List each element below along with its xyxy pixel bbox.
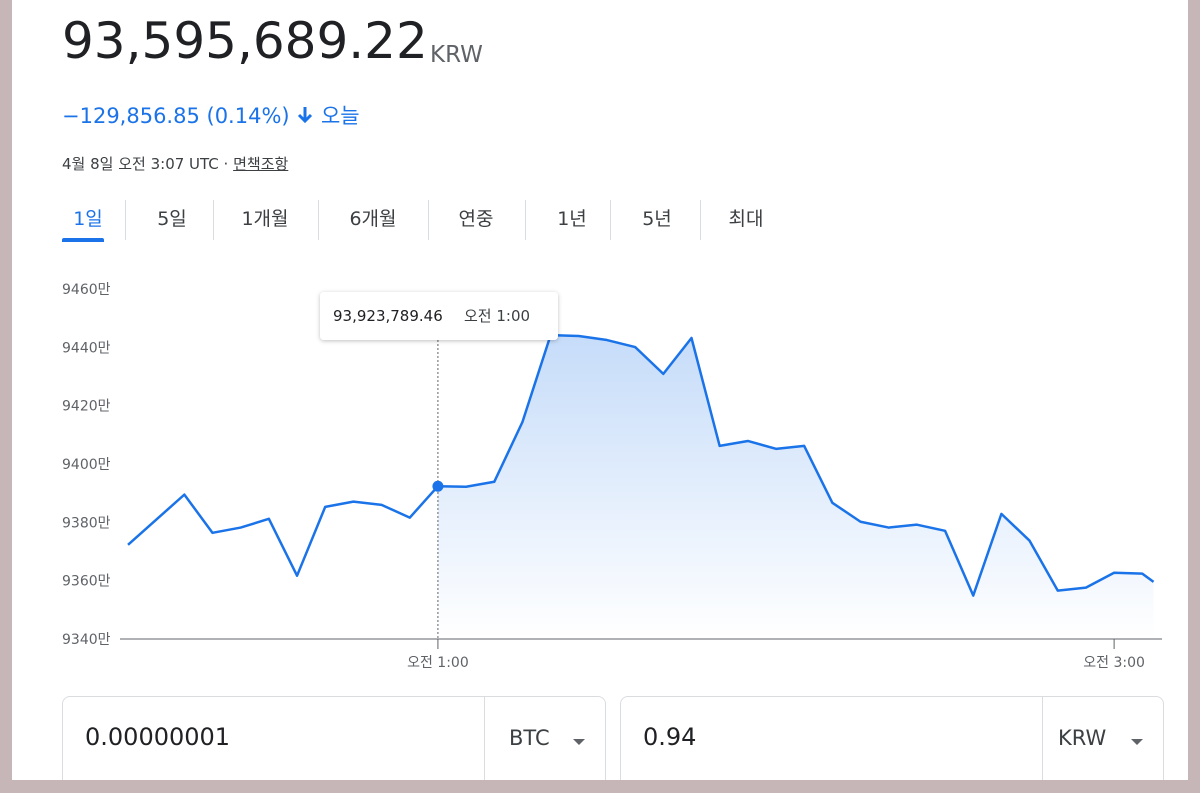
tab-separator — [428, 200, 429, 240]
dropdown-icon[interactable] — [571, 737, 587, 747]
tab[interactable]: 연중 — [458, 208, 494, 230]
y-tick-label: 9420만 — [62, 399, 111, 415]
from-currency[interactable]: BTC — [509, 726, 550, 750]
tab-separator — [525, 200, 526, 240]
panel: 93,595,689.22 KRW −129,856.85 (0.14%) 오늘… — [12, 0, 1188, 780]
y-tick-label: 9380만 — [62, 515, 111, 531]
x-tick-label: 오전 3:00 — [1083, 655, 1145, 671]
to-amount[interactable]: 0.94 — [643, 723, 697, 751]
timestamp: 4월 8일 오전 3:07 UTC · — [62, 155, 234, 173]
tab-separator — [700, 200, 701, 240]
tab-separator — [318, 200, 319, 240]
timestamp-line: 4월 8일 오전 3:07 UTC · 면책조항 — [62, 153, 288, 174]
x-tick-label: 오전 1:00 — [407, 655, 469, 671]
y-tick-label: 9460만 — [62, 282, 111, 298]
currency: KRW — [430, 42, 483, 68]
y-tick-label: 9440만 — [62, 340, 111, 356]
tooltip-box — [320, 292, 558, 340]
divider — [484, 697, 485, 780]
tab-separator — [610, 200, 611, 240]
price: 93,595,689.22 — [62, 12, 428, 70]
tab[interactable]: 5일 — [157, 208, 187, 230]
tooltip-value: 93,923,789.46 — [333, 307, 443, 325]
dropdown-icon[interactable] — [1129, 737, 1145, 747]
active-tab-indicator — [62, 238, 104, 242]
to-currency[interactable]: KRW — [1058, 726, 1107, 750]
disclaimer-link[interactable]: 면책조항 — [233, 155, 289, 173]
divider — [1042, 697, 1043, 780]
down-arrow — [298, 107, 313, 124]
tab[interactable]: 5년 — [642, 208, 672, 230]
tab[interactable]: 6개월 — [349, 208, 397, 230]
tab[interactable]: 1년 — [557, 208, 587, 230]
tab[interactable]: 최대 — [728, 208, 764, 230]
area-fill — [437, 335, 1154, 639]
y-tick-label: 9360만 — [62, 574, 111, 590]
to-box[interactable]: 0.94 KRW — [620, 696, 1164, 780]
price-line — [127, 333, 1155, 597]
period: 오늘 — [320, 104, 360, 128]
change-value: −129,856.85 (0.14%) — [62, 104, 290, 128]
tab[interactable]: 1개월 — [241, 208, 289, 230]
from-amount[interactable]: 0.00000001 — [85, 723, 231, 751]
y-tick-label: 9340만 — [62, 632, 111, 648]
tab[interactable]: 1일 — [73, 208, 103, 230]
from-box[interactable]: 0.00000001 BTC — [62, 696, 606, 780]
y-tick-label: 9400만 — [62, 457, 111, 473]
hover-point — [432, 480, 444, 492]
tooltip-time: 오전 1:00 — [464, 307, 530, 325]
tab-separator — [213, 200, 214, 240]
change: −129,856.85 (0.14%) 오늘 — [62, 100, 360, 130]
tab-separator — [125, 200, 126, 240]
